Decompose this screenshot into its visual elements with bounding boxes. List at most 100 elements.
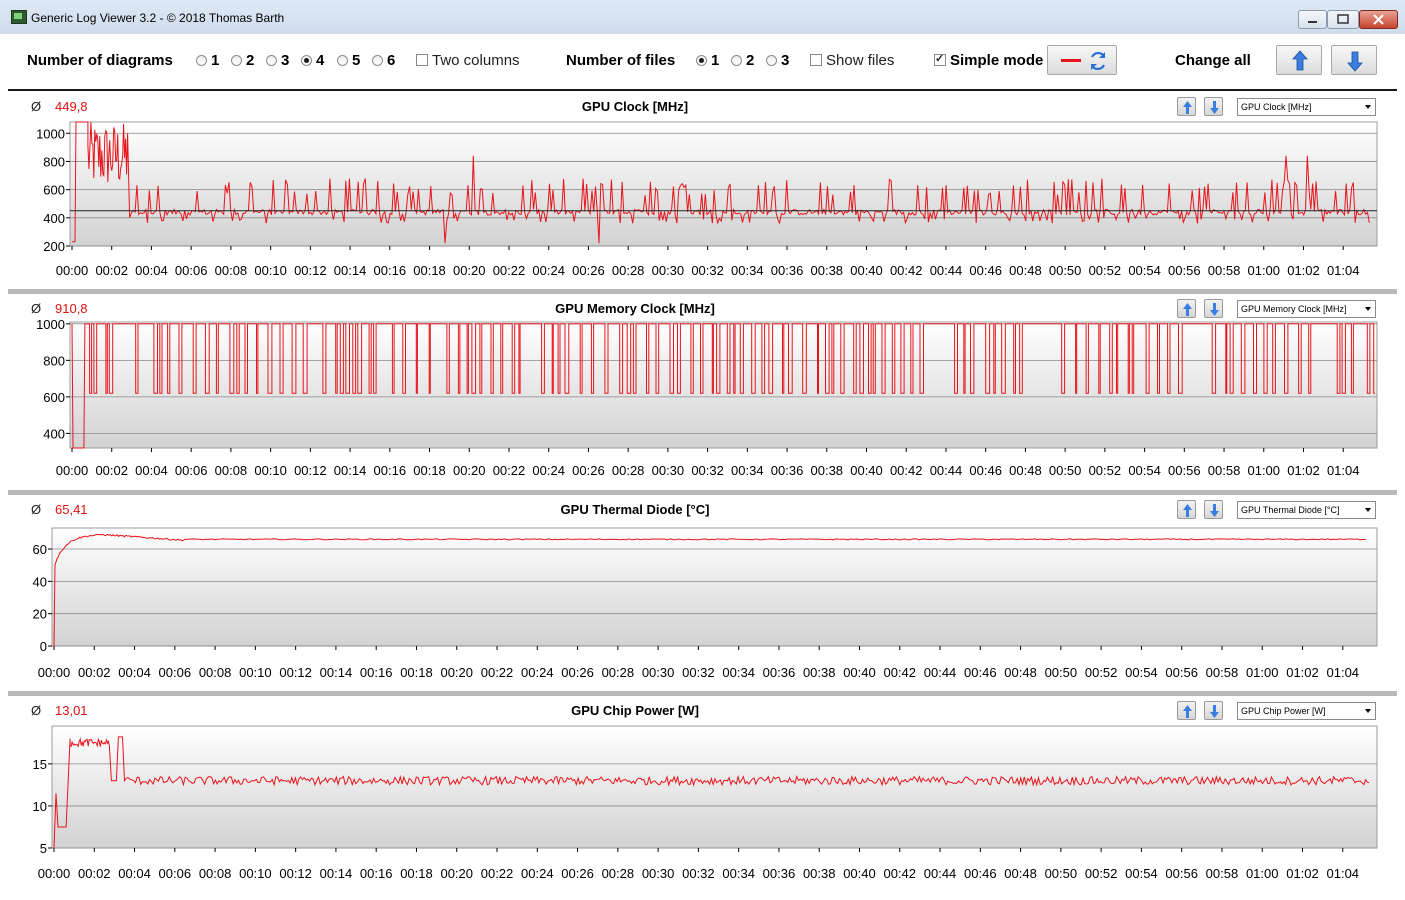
diagram-radio-label-2: 2	[246, 52, 255, 69]
file-radio-1[interactable]	[696, 55, 707, 66]
change-all-down-button[interactable]	[1331, 45, 1377, 75]
x-tick-label: 00:38	[811, 463, 844, 478]
x-tick-label: 00:12	[294, 463, 327, 478]
y-tick-label: 5	[40, 841, 47, 856]
diagram-radio-3[interactable]	[266, 55, 277, 66]
move-down-button[interactable]	[1204, 97, 1223, 116]
x-tick-label: 00:26	[572, 463, 605, 478]
plot-area[interactable]	[51, 725, 1378, 849]
move-up-button[interactable]	[1177, 701, 1196, 720]
x-tick-label: 00:40	[850, 263, 883, 278]
x-tick-label: 00:56	[1165, 665, 1198, 680]
x-tick-label: 00:16	[360, 866, 393, 881]
x-tick-label: 00:04	[118, 866, 151, 881]
two-columns-checkbox[interactable]	[416, 54, 428, 66]
line-color-refresh-button[interactable]	[1047, 45, 1117, 75]
x-tick-label: 00:24	[521, 665, 554, 680]
x-tick-label: 00:04	[118, 665, 151, 680]
x-tick-label: 00:34	[722, 866, 755, 881]
y-tick-label: 200	[43, 239, 65, 254]
show-files-checkbox[interactable]	[810, 54, 822, 66]
x-tick-label: 00:02	[95, 463, 128, 478]
move-up-button[interactable]	[1177, 500, 1196, 519]
x-tick-label: 00:30	[652, 263, 685, 278]
x-tick-label: 00:46	[969, 263, 1002, 278]
x-tick-label: 00:48	[1004, 866, 1037, 881]
x-tick-label: 00:16	[360, 665, 393, 680]
line-chart: 1000 800 600 400 00:00 00:02 00:04 00:06 00:08 00…	[36, 319, 1378, 478]
diagram-radio-5[interactable]	[337, 55, 348, 66]
diagram-radio-2[interactable]	[231, 55, 242, 66]
x-tick-label: 00:36	[771, 463, 804, 478]
x-tick-label: 00:52	[1089, 463, 1122, 478]
x-tick-label: 00:26	[561, 665, 594, 680]
x-tick-label: 00:06	[175, 463, 208, 478]
x-tick-label: 00:08	[215, 463, 248, 478]
x-tick-label: 01:00	[1246, 866, 1279, 881]
simple-mode-checkbox[interactable]	[934, 52, 946, 66]
diagram-radio-1[interactable]	[196, 55, 207, 66]
y-tick-label: 15	[33, 757, 47, 772]
arrow-up-icon	[1183, 303, 1192, 316]
y-tick-label: 400	[43, 426, 65, 441]
channel-select[interactable]: GPU Chip Power [W]	[1237, 702, 1376, 720]
x-tick-label: 00:54	[1125, 665, 1158, 680]
channel-select[interactable]: GPU Thermal Diode [°C]	[1237, 501, 1376, 519]
channel-select-value: GPU Chip Power [W]	[1241, 706, 1326, 716]
panel-divider[interactable]	[8, 691, 1397, 696]
x-tick-label: 00:44	[924, 866, 957, 881]
x-tick-label: 01:02	[1286, 665, 1319, 680]
move-up-button[interactable]	[1177, 97, 1196, 116]
x-tick-label: 00:56	[1165, 866, 1198, 881]
change-all-up-button[interactable]	[1276, 45, 1322, 75]
x-tick-label: 01:04	[1327, 665, 1360, 680]
y-tick-label: 1000	[36, 319, 65, 332]
diagram-radio-4[interactable]	[301, 55, 312, 66]
x-tick-label: 00:44	[930, 263, 963, 278]
average-value: 910,8	[55, 301, 88, 316]
channel-select-value: GPU Clock [MHz]	[1241, 102, 1312, 112]
x-tick-label: 00:18	[413, 463, 446, 478]
x-tick-label: 00:52	[1089, 263, 1122, 278]
channel-select[interactable]: GPU Clock [MHz]	[1237, 98, 1376, 116]
move-down-button[interactable]	[1204, 701, 1223, 720]
plot-area[interactable]	[51, 527, 1378, 647]
move-down-button[interactable]	[1204, 299, 1223, 318]
x-tick-label: 00:38	[803, 665, 836, 680]
chevron-down-icon	[1365, 307, 1371, 311]
chevron-down-icon	[1365, 709, 1371, 713]
panel-divider[interactable]	[8, 490, 1397, 495]
x-tick-label: 00:36	[771, 263, 804, 278]
move-up-button[interactable]	[1177, 299, 1196, 318]
close-button[interactable]	[1359, 10, 1398, 29]
x-tick-label: 01:02	[1287, 463, 1320, 478]
x-tick-label: 01:00	[1247, 263, 1280, 278]
x-tick-label: 00:34	[731, 263, 764, 278]
move-down-button[interactable]	[1204, 500, 1223, 519]
arrow-down-icon	[1210, 101, 1219, 114]
minimize-button[interactable]	[1298, 10, 1327, 29]
x-tick-label: 00:00	[38, 665, 71, 680]
x-tick-label: 00:02	[95, 263, 128, 278]
x-tick-label: 00:34	[731, 463, 764, 478]
x-tick-label: 00:22	[481, 665, 514, 680]
x-tick-label: 00:20	[440, 665, 473, 680]
line-chart: 15 10 5 00:00 00:02 00:04 00:06 00:08 00:10 00:12…	[33, 725, 1378, 881]
average-symbol: Ø	[31, 502, 42, 517]
file-radio-3[interactable]	[766, 55, 777, 66]
channel-select[interactable]: GPU Memory Clock [MHz]	[1237, 300, 1376, 318]
x-tick-label: 00:04	[135, 263, 168, 278]
x-tick-label: 00:26	[561, 866, 594, 881]
x-tick-label: 00:48	[1009, 263, 1042, 278]
plot-area[interactable]	[69, 321, 1378, 449]
plot-area[interactable]	[69, 121, 1378, 247]
chart-title: GPU Memory Clock [MHz]	[555, 301, 715, 316]
maximize-button[interactable]	[1327, 10, 1359, 29]
panel-divider[interactable]	[8, 289, 1397, 294]
y-tick-label: 1000	[36, 126, 65, 141]
x-tick-label: 00:24	[532, 463, 565, 478]
diagram-radio-6[interactable]	[372, 55, 383, 66]
file-radio-2[interactable]	[731, 55, 742, 66]
x-tick-label: 00:40	[850, 463, 883, 478]
diagrams-label: Number of diagrams	[27, 52, 173, 69]
